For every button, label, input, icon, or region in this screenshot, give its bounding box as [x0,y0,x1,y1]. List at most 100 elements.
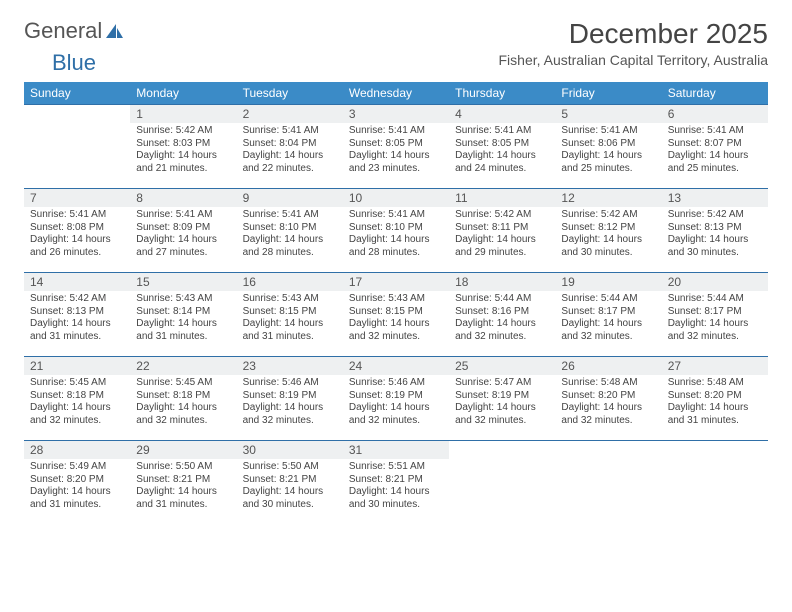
day-number: 19 [555,273,661,291]
day-number: 20 [662,273,768,291]
day-number: 17 [343,273,449,291]
sail-icon [104,22,124,40]
day-number: 9 [237,189,343,207]
day-number: 31 [343,441,449,459]
calendar-cell: 25Sunrise: 5:47 AMSunset: 8:19 PMDayligh… [449,357,555,441]
calendar-row: 1Sunrise: 5:42 AMSunset: 8:03 PMDaylight… [24,105,768,189]
calendar-cell: 10Sunrise: 5:41 AMSunset: 8:10 PMDayligh… [343,189,449,273]
weekday-header: Wednesday [343,82,449,105]
day-info: Sunrise: 5:41 AMSunset: 8:07 PMDaylight:… [662,123,768,179]
weekday-header: Thursday [449,82,555,105]
day-number: 28 [24,441,130,459]
day-number [662,441,768,459]
day-info: Sunrise: 5:48 AMSunset: 8:20 PMDaylight:… [662,375,768,431]
day-info: Sunrise: 5:51 AMSunset: 8:21 PMDaylight:… [343,459,449,515]
calendar-cell: 18Sunrise: 5:44 AMSunset: 8:16 PMDayligh… [449,273,555,357]
logo-word1: General [24,18,102,44]
day-number: 6 [662,105,768,123]
day-info: Sunrise: 5:42 AMSunset: 8:11 PMDaylight:… [449,207,555,263]
calendar-cell: 6Sunrise: 5:41 AMSunset: 8:07 PMDaylight… [662,105,768,189]
day-info: Sunrise: 5:46 AMSunset: 8:19 PMDaylight:… [237,375,343,431]
day-info: Sunrise: 5:41 AMSunset: 8:10 PMDaylight:… [343,207,449,263]
day-number: 7 [24,189,130,207]
day-info: Sunrise: 5:45 AMSunset: 8:18 PMDaylight:… [130,375,236,431]
day-number: 4 [449,105,555,123]
calendar-cell: 5Sunrise: 5:41 AMSunset: 8:06 PMDaylight… [555,105,661,189]
calendar-cell: 15Sunrise: 5:43 AMSunset: 8:14 PMDayligh… [130,273,236,357]
calendar-cell [449,441,555,525]
calendar-cell [555,441,661,525]
calendar-cell: 7Sunrise: 5:41 AMSunset: 8:08 PMDaylight… [24,189,130,273]
day-number: 16 [237,273,343,291]
calendar-body: 1Sunrise: 5:42 AMSunset: 8:03 PMDaylight… [24,105,768,525]
calendar-cell: 21Sunrise: 5:45 AMSunset: 8:18 PMDayligh… [24,357,130,441]
day-info: Sunrise: 5:48 AMSunset: 8:20 PMDaylight:… [555,375,661,431]
calendar-table: SundayMondayTuesdayWednesdayThursdayFrid… [24,82,768,525]
calendar-cell: 29Sunrise: 5:50 AMSunset: 8:21 PMDayligh… [130,441,236,525]
day-number [555,441,661,459]
calendar-cell [662,441,768,525]
calendar-row: 21Sunrise: 5:45 AMSunset: 8:18 PMDayligh… [24,357,768,441]
calendar-cell: 27Sunrise: 5:48 AMSunset: 8:20 PMDayligh… [662,357,768,441]
weekday-header: Tuesday [237,82,343,105]
day-number: 14 [24,273,130,291]
calendar-cell: 12Sunrise: 5:42 AMSunset: 8:12 PMDayligh… [555,189,661,273]
day-number: 8 [130,189,236,207]
day-info: Sunrise: 5:41 AMSunset: 8:08 PMDaylight:… [24,207,130,263]
day-info: Sunrise: 5:42 AMSunset: 8:13 PMDaylight:… [662,207,768,263]
calendar-cell: 16Sunrise: 5:43 AMSunset: 8:15 PMDayligh… [237,273,343,357]
weekday-header-row: SundayMondayTuesdayWednesdayThursdayFrid… [24,82,768,105]
day-info: Sunrise: 5:43 AMSunset: 8:15 PMDaylight:… [237,291,343,347]
calendar-cell: 2Sunrise: 5:41 AMSunset: 8:04 PMDaylight… [237,105,343,189]
day-info: Sunrise: 5:46 AMSunset: 8:19 PMDaylight:… [343,375,449,431]
calendar-cell: 11Sunrise: 5:42 AMSunset: 8:11 PMDayligh… [449,189,555,273]
calendar-cell: 26Sunrise: 5:48 AMSunset: 8:20 PMDayligh… [555,357,661,441]
day-info: Sunrise: 5:43 AMSunset: 8:14 PMDaylight:… [130,291,236,347]
logo-word2: Blue [52,50,96,75]
day-info: Sunrise: 5:44 AMSunset: 8:17 PMDaylight:… [662,291,768,347]
day-number: 1 [130,105,236,123]
month-title: December 2025 [499,18,769,50]
calendar-cell: 4Sunrise: 5:41 AMSunset: 8:05 PMDaylight… [449,105,555,189]
calendar-cell: 19Sunrise: 5:44 AMSunset: 8:17 PMDayligh… [555,273,661,357]
day-info: Sunrise: 5:42 AMSunset: 8:12 PMDaylight:… [555,207,661,263]
calendar-cell [24,105,130,189]
day-info: Sunrise: 5:41 AMSunset: 8:06 PMDaylight:… [555,123,661,179]
calendar-cell: 22Sunrise: 5:45 AMSunset: 8:18 PMDayligh… [130,357,236,441]
day-info: Sunrise: 5:44 AMSunset: 8:16 PMDaylight:… [449,291,555,347]
day-info: Sunrise: 5:49 AMSunset: 8:20 PMDaylight:… [24,459,130,515]
day-info: Sunrise: 5:42 AMSunset: 8:13 PMDaylight:… [24,291,130,347]
day-number: 13 [662,189,768,207]
day-info: Sunrise: 5:41 AMSunset: 8:10 PMDaylight:… [237,207,343,263]
day-info: Sunrise: 5:41 AMSunset: 8:04 PMDaylight:… [237,123,343,179]
title-block: December 2025 Fisher, Australian Capital… [499,18,769,68]
day-number: 30 [237,441,343,459]
calendar-cell: 24Sunrise: 5:46 AMSunset: 8:19 PMDayligh… [343,357,449,441]
day-number: 26 [555,357,661,375]
day-number: 10 [343,189,449,207]
day-info: Sunrise: 5:50 AMSunset: 8:21 PMDaylight:… [237,459,343,515]
day-info: Sunrise: 5:41 AMSunset: 8:09 PMDaylight:… [130,207,236,263]
day-number: 15 [130,273,236,291]
day-number: 2 [237,105,343,123]
day-number: 5 [555,105,661,123]
calendar-cell: 14Sunrise: 5:42 AMSunset: 8:13 PMDayligh… [24,273,130,357]
day-number: 3 [343,105,449,123]
calendar-cell: 23Sunrise: 5:46 AMSunset: 8:19 PMDayligh… [237,357,343,441]
calendar-cell: 20Sunrise: 5:44 AMSunset: 8:17 PMDayligh… [662,273,768,357]
calendar-cell: 3Sunrise: 5:41 AMSunset: 8:05 PMDaylight… [343,105,449,189]
weekday-header: Saturday [662,82,768,105]
day-info: Sunrise: 5:42 AMSunset: 8:03 PMDaylight:… [130,123,236,179]
day-info: Sunrise: 5:50 AMSunset: 8:21 PMDaylight:… [130,459,236,515]
day-number: 23 [237,357,343,375]
weekday-header: Monday [130,82,236,105]
day-number [24,105,130,123]
calendar-row: 28Sunrise: 5:49 AMSunset: 8:20 PMDayligh… [24,441,768,525]
weekday-header: Friday [555,82,661,105]
day-info: Sunrise: 5:41 AMSunset: 8:05 PMDaylight:… [449,123,555,179]
day-number: 24 [343,357,449,375]
calendar-cell: 28Sunrise: 5:49 AMSunset: 8:20 PMDayligh… [24,441,130,525]
day-number: 27 [662,357,768,375]
calendar-cell: 9Sunrise: 5:41 AMSunset: 8:10 PMDaylight… [237,189,343,273]
calendar-row: 14Sunrise: 5:42 AMSunset: 8:13 PMDayligh… [24,273,768,357]
